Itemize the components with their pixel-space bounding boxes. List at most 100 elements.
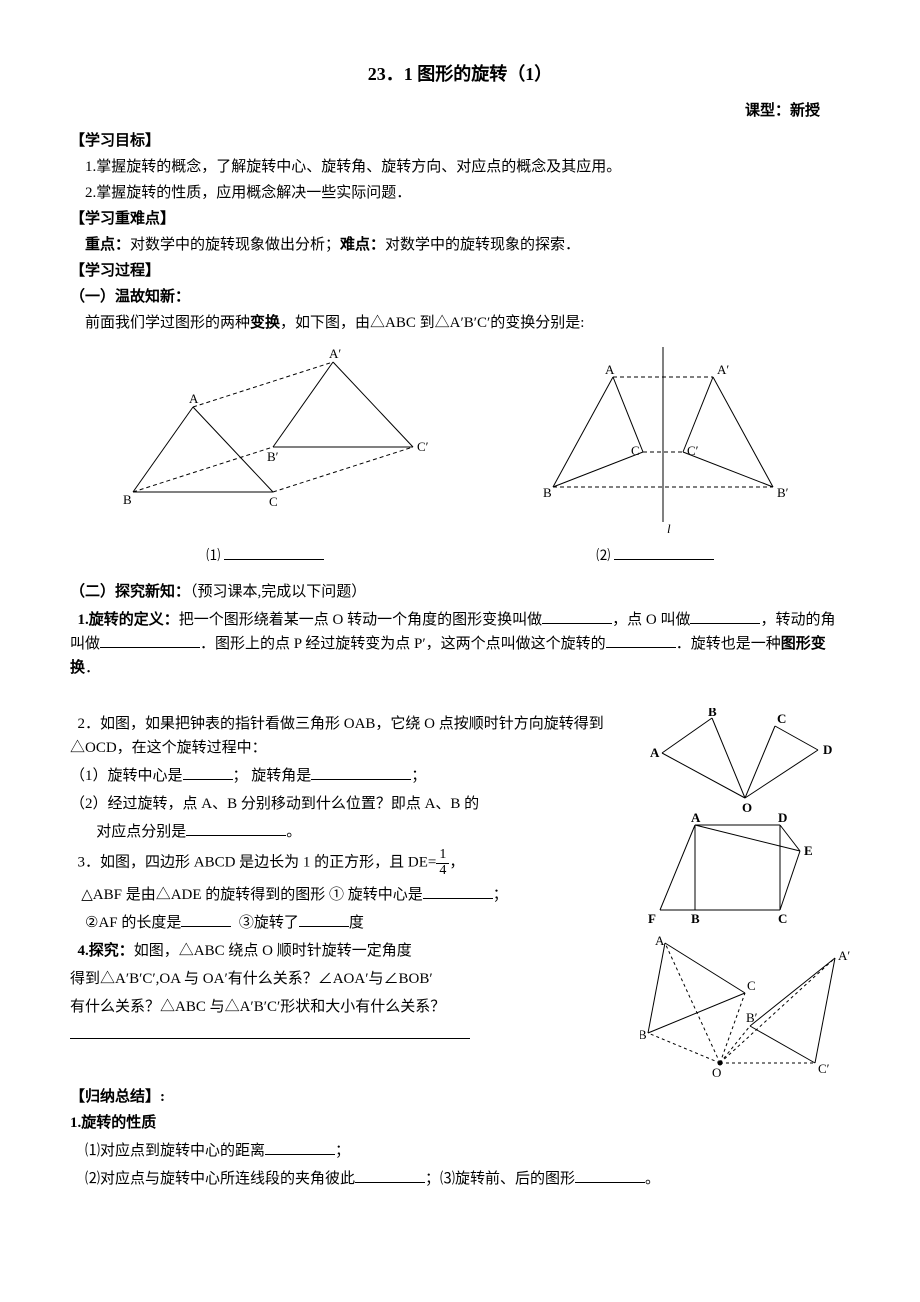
svg-text:O: O bbox=[712, 1065, 721, 1080]
q3-b-tail: ； bbox=[493, 887, 508, 903]
course-type: 课型：新授 bbox=[70, 99, 850, 123]
def-blank-4 bbox=[606, 632, 676, 648]
prop-1-blank bbox=[265, 1139, 335, 1155]
svg-text:C: C bbox=[747, 978, 756, 993]
fig1-blank bbox=[224, 545, 324, 560]
prop-2c: 。 bbox=[645, 1171, 660, 1187]
q2-1b: ； 旋转角是 bbox=[233, 768, 312, 784]
def-blank-2 bbox=[690, 608, 760, 624]
figure-labels-row: ⑴ ⑵ bbox=[70, 545, 850, 568]
q3-a-tail: ， bbox=[449, 855, 464, 871]
svg-text:C: C bbox=[777, 711, 786, 726]
sec2-header: （二）探究新知： bbox=[70, 584, 190, 600]
q2-intro-text: 2．如图，如果把钟表的指针看做三角形 OAB，它绕 O 点按顺时针方向旋转得到△… bbox=[70, 716, 604, 756]
def-a: 把一个图形绕着某一点 O 转动一个角度的图形变换叫做 bbox=[179, 612, 542, 628]
difficult-text: 对数学中的旋转现象的探索． bbox=[385, 237, 580, 253]
fraction-icon: 14 bbox=[436, 848, 449, 878]
def-e-tail: ． bbox=[85, 660, 100, 676]
q2-1a: （1）旋转中心是 bbox=[70, 768, 183, 784]
fig2-blank bbox=[614, 545, 714, 560]
def-blank-1 bbox=[542, 608, 612, 624]
sec1-intro: 前面我们学过图形的两种变换，如下图，由△ABC 到△A′B′C′的变换分别是: bbox=[70, 311, 850, 335]
svg-text:C: C bbox=[269, 494, 278, 509]
q2-2b: 对应点分别是 bbox=[96, 824, 186, 840]
svg-text:A: A bbox=[605, 362, 615, 377]
q3-a: 3．如图，四边形 ABCD 是边长为 1 的正方形，且 DE= bbox=[78, 855, 437, 871]
svg-text:C: C bbox=[631, 443, 640, 458]
process-header: 【学习过程】 bbox=[70, 259, 850, 283]
goals-header: 【学习目标】 bbox=[70, 129, 850, 153]
definition-para: 1.旋转的定义：把一个图形绕着某一点 O 转动一个角度的图形变换叫做 ，点 O 叫… bbox=[70, 608, 850, 680]
figure-rotate: A B C O A′ B′ C′ bbox=[640, 928, 850, 1083]
svg-text:B: B bbox=[543, 485, 552, 500]
svg-text:B: B bbox=[691, 911, 700, 926]
svg-text:A′: A′ bbox=[838, 948, 850, 963]
def-head: 1.旋转的定义： bbox=[78, 612, 179, 628]
frac-num: 1 bbox=[436, 848, 449, 864]
def-b: ，点 O 叫做 bbox=[612, 612, 690, 628]
prop-2-blank1 bbox=[355, 1167, 425, 1183]
fig1-label-row: ⑴ bbox=[206, 545, 324, 568]
figure-translation: ABCA′B′C′ bbox=[123, 347, 433, 517]
svg-text:B′: B′ bbox=[746, 1010, 758, 1025]
keypoints-header: 【学习重难点】 bbox=[70, 207, 850, 231]
svg-text:A′: A′ bbox=[717, 362, 729, 377]
keypoint-text: 对数学中的旋转现象做出分析； bbox=[130, 237, 340, 253]
sec1-intro-a: 前面我们学过图形的两种 bbox=[85, 315, 250, 331]
svg-text:D: D bbox=[823, 742, 832, 757]
sec1-intro-bold: 变换 bbox=[250, 315, 280, 331]
prop-2a: ⑵对应点与旋转中心所连线段的夹角彼此 bbox=[85, 1171, 355, 1187]
figure-reflection: A B C A′ B′ C′ l bbox=[538, 347, 798, 537]
svg-text:D: D bbox=[778, 813, 787, 825]
def-blank-3 bbox=[100, 632, 200, 648]
prop-2-blank2 bbox=[575, 1167, 645, 1183]
svg-text:B: B bbox=[640, 1027, 647, 1042]
frac-den: 4 bbox=[436, 864, 449, 879]
q3-blank3 bbox=[299, 911, 349, 927]
svg-text:B′: B′ bbox=[267, 449, 279, 464]
svg-text:A: A bbox=[655, 933, 665, 948]
svg-text:C′: C′ bbox=[818, 1061, 830, 1076]
svg-text:F: F bbox=[648, 911, 656, 926]
q4-head: 4.探究： bbox=[78, 943, 134, 959]
q3-c-tail: 度 bbox=[349, 915, 364, 931]
fig2-label-row: ⑵ bbox=[596, 545, 714, 568]
svg-text:C′: C′ bbox=[417, 439, 429, 454]
svg-text:A: A bbox=[691, 813, 701, 825]
figures-row: A B C A′ B′ C′ A B C A′ B′ C′ l bbox=[70, 347, 850, 537]
goal-1: 1.掌握旋转的概念，了解旋转中心、旋转角、旋转方向、对应点的概念及其应用。 bbox=[70, 155, 850, 179]
keypoint-label: 重点： bbox=[85, 237, 130, 253]
fig2-label: ⑵ bbox=[596, 549, 610, 564]
def-d: ．图形上的点 P 经过旋转变为点 P′，这两个点叫做这个旋转的 bbox=[200, 636, 606, 652]
page-title: 23．1 图形的旋转（1） bbox=[70, 60, 850, 89]
right-figures: O A B C D A D B C E F A B C O A′ B′ C′ bbox=[640, 708, 850, 1083]
prop-1a: ⑴对应点到旋转中心的距离 bbox=[85, 1143, 265, 1159]
q2-1c: ； bbox=[411, 768, 426, 784]
q2-2c: 。 bbox=[286, 824, 301, 840]
figure-clock: OABCD bbox=[640, 708, 840, 813]
fig1-label: ⑴ bbox=[206, 549, 220, 564]
summary-header: 【归纳总结】: bbox=[70, 1085, 850, 1109]
q2-1-blank1 bbox=[183, 764, 233, 780]
svg-text:C′: C′ bbox=[687, 443, 699, 458]
svg-text:B′: B′ bbox=[777, 485, 789, 500]
svg-text:B: B bbox=[123, 492, 132, 507]
sec2-sub: （预习课本,完成以下问题） bbox=[190, 584, 366, 600]
svg-text:B: B bbox=[708, 708, 717, 719]
prop-1: ⑴对应点到旋转中心的距离 ； bbox=[70, 1139, 850, 1163]
prop-2: ⑵对应点与旋转中心所连线段的夹角彼此 ；⑶旋转前、后的图形 。 bbox=[70, 1167, 850, 1191]
answer-line bbox=[70, 1037, 470, 1039]
svg-text:A: A bbox=[650, 745, 660, 760]
svg-text:A′: A′ bbox=[329, 347, 341, 361]
svg-text:l: l bbox=[667, 521, 671, 536]
prop-1b: ； bbox=[335, 1143, 350, 1159]
q3-b: △ABF 是由△ADE 的旋转得到的图形 ① 旋转中心是 bbox=[81, 887, 423, 903]
q4-a: 如图，△ABC 绕点 O 顺时针旋转一定角度 bbox=[134, 943, 412, 959]
prop-header: 1.旋转的性质 bbox=[70, 1111, 850, 1135]
q3-blank1 bbox=[423, 883, 493, 899]
svg-text:E: E bbox=[804, 843, 813, 858]
keypoints-line: 重点：对数学中的旋转现象做出分析；难点：对数学中的旋转现象的探索． bbox=[70, 233, 850, 257]
prop-2b: ；⑶旋转前、后的图形 bbox=[425, 1171, 575, 1187]
sec2-line: （二）探究新知：（预习课本,完成以下问题） bbox=[70, 580, 850, 604]
def-e: ．旋转也是一种 bbox=[676, 636, 781, 652]
